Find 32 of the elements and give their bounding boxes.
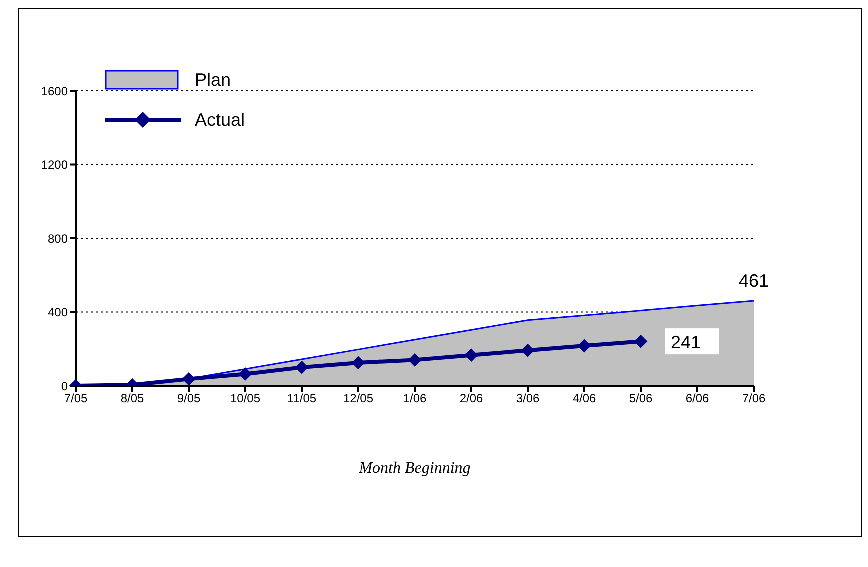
x-axis-title: Month Beginning [358,460,471,477]
x-tick-label: 6/06 [686,392,710,406]
legend-label: Plan [195,70,232,90]
x-tick-label: 8/05 [120,392,144,406]
x-tick-label: 11/05 [287,392,317,406]
x-tick-label: 10/05 [230,392,261,406]
x-tick-label: 1/06 [403,392,427,406]
x-tick-label: 4/06 [572,392,596,406]
annotation: 461 [738,271,770,292]
point [465,348,478,362]
point [182,372,196,386]
point [352,356,365,370]
point [408,354,422,367]
point [578,339,591,352]
point [296,361,308,374]
x-tick-label: 9/05 [177,392,201,406]
x-tick-label: 3/06 [516,392,540,406]
legend-label: Actual [195,110,246,130]
y-tick-label: 800 [48,232,68,246]
y-tick-label: 0 [61,379,68,394]
x-tick-label: 7/05 [64,392,88,406]
y-tick-label: 1600 [41,84,68,98]
x-tick-label: 5/06 [629,392,653,406]
x-tick-label: 12/05 [343,392,374,406]
point [239,368,252,381]
x-tick-label: 2/06 [460,392,484,406]
x-tick-label: 7/06 [742,392,766,406]
y-tick-label: 400 [48,306,68,320]
point [522,344,534,358]
y-tick-label: 1200 [41,158,68,172]
annotation: 241 [671,332,702,353]
point [634,335,648,348]
